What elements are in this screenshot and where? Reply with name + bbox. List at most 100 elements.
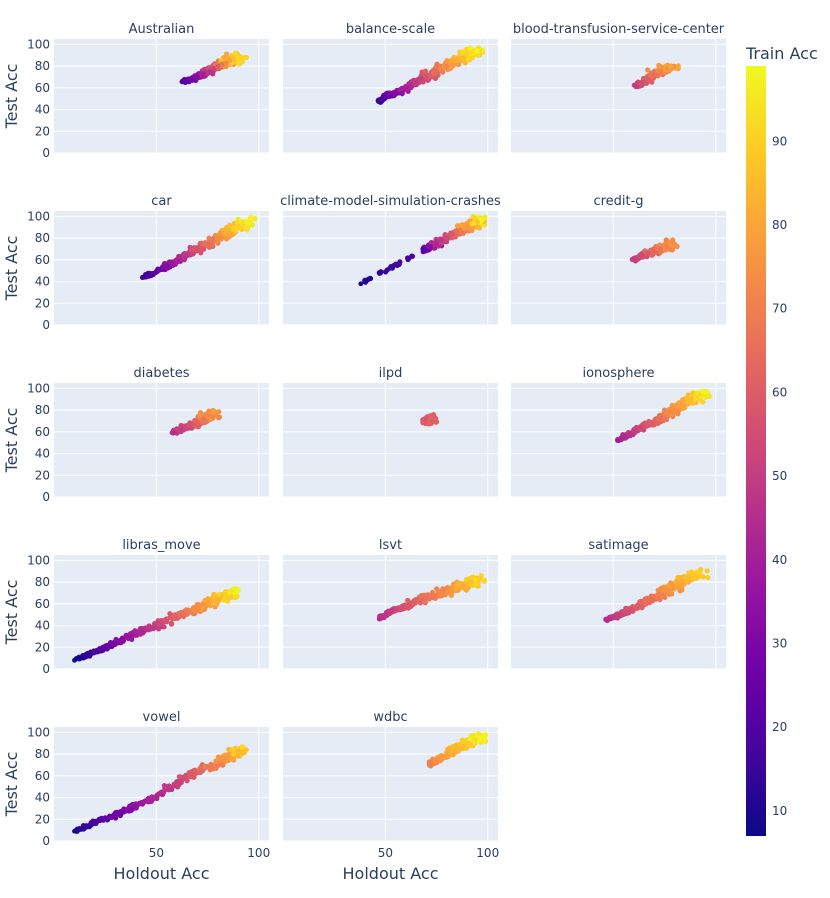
y-tick-label: 80 — [35, 403, 50, 417]
data-point — [633, 84, 639, 90]
colorbar-tick-label: 90 — [772, 134, 787, 148]
data-point — [211, 409, 217, 415]
data-point — [643, 423, 649, 429]
data-point — [78, 826, 84, 832]
y-axis-title: Test Acc — [2, 64, 21, 130]
data-point — [428, 761, 433, 767]
data-point — [79, 655, 85, 661]
data-point — [696, 568, 702, 574]
data-point — [211, 591, 217, 597]
data-point — [635, 603, 641, 609]
x-axis-title: Holdout Acc — [343, 864, 439, 883]
data-point — [178, 612, 184, 618]
x-axis-title: Holdout Acc — [114, 864, 210, 883]
data-point — [252, 215, 258, 222]
data-point — [663, 410, 669, 416]
panel-title: Australian — [129, 22, 195, 37]
data-point — [460, 583, 466, 588]
data-point — [475, 48, 480, 54]
data-point — [239, 745, 245, 751]
data-point — [674, 243, 680, 250]
data-point — [206, 408, 212, 414]
facet-panel: diabetes 0 20 40 60 80 100 Test Acc — [2, 366, 269, 504]
y-tick-label: 100 — [27, 725, 50, 739]
facet-panel: libras_move 0 20 40 60 80 100 Test Acc — [2, 538, 269, 676]
data-point — [201, 71, 206, 77]
data-point — [207, 69, 213, 74]
data-point — [194, 246, 200, 252]
data-point — [436, 590, 442, 596]
data-point — [482, 731, 488, 738]
colorbar-tick-label: 60 — [772, 385, 787, 399]
data-point — [102, 644, 108, 650]
data-point — [233, 50, 239, 56]
facet-panel: lsvt — [283, 538, 498, 670]
data-point — [468, 579, 474, 585]
data-point — [680, 574, 686, 580]
data-point — [215, 63, 221, 69]
facet-panel: car 0 20 40 60 80 100 Test Acc — [2, 194, 269, 332]
data-point — [223, 236, 230, 242]
data-point — [462, 60, 468, 66]
data-point — [219, 61, 225, 67]
data-point — [154, 620, 160, 626]
x-tick-label: 100 — [476, 846, 499, 860]
data-point — [184, 252, 190, 257]
data-point — [194, 74, 200, 80]
data-point — [469, 55, 475, 61]
data-point — [230, 746, 236, 752]
data-point — [413, 80, 419, 85]
data-point — [174, 781, 180, 786]
panel-background — [511, 39, 726, 153]
data-point — [671, 63, 677, 69]
data-point — [144, 797, 150, 803]
data-point — [473, 577, 478, 583]
y-tick-label: 40 — [35, 791, 50, 805]
data-point — [92, 820, 98, 825]
data-point — [657, 242, 663, 248]
panel-title: libras_move — [122, 538, 200, 553]
data-point — [448, 63, 454, 69]
data-point — [668, 242, 674, 248]
data-point — [146, 271, 152, 277]
panel-title: lsvt — [379, 538, 402, 553]
data-point — [474, 52, 480, 58]
data-point — [149, 794, 155, 800]
data-point — [117, 638, 122, 644]
data-point — [129, 636, 135, 642]
data-point — [167, 611, 173, 617]
panel-title: blood-transfusion-service-center — [513, 22, 725, 37]
data-point — [113, 812, 118, 818]
data-point — [625, 609, 631, 614]
data-point — [666, 587, 672, 593]
data-point — [479, 217, 485, 223]
data-point — [209, 599, 215, 605]
data-point — [148, 798, 154, 804]
data-point — [691, 574, 697, 580]
data-point — [239, 55, 246, 62]
data-point — [232, 227, 239, 233]
facet-panel: vowel 0 20 40 60 80 100 Test Acc 50 100 Holdout Ac… — [2, 710, 270, 883]
data-point — [201, 416, 206, 422]
data-point — [174, 258, 180, 264]
data-point — [227, 222, 233, 228]
data-point — [468, 732, 475, 739]
data-point — [428, 415, 433, 421]
data-point — [243, 54, 249, 61]
data-point — [227, 58, 233, 64]
data-point — [141, 274, 147, 280]
data-point — [215, 756, 221, 762]
data-point — [378, 269, 384, 275]
data-point — [176, 774, 182, 780]
data-point — [215, 235, 221, 241]
data-point — [182, 773, 188, 779]
data-point — [178, 427, 184, 433]
data-point — [389, 607, 394, 613]
panel-title: vowel — [143, 710, 181, 725]
panel-title: balance-scale — [346, 22, 435, 37]
y-tick-label: 100 — [27, 37, 50, 51]
data-point — [464, 52, 470, 58]
data-point — [194, 605, 200, 611]
y-tick-label: 60 — [35, 81, 50, 95]
